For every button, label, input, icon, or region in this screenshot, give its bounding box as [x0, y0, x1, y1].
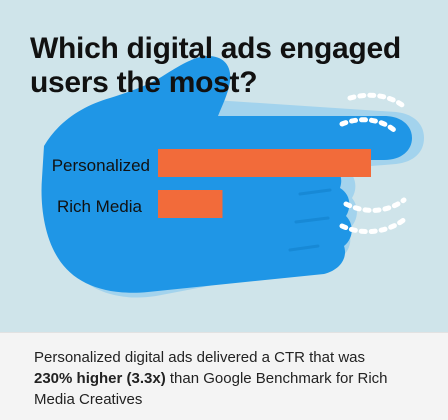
motion-line — [339, 117, 397, 133]
bar-personalized — [158, 149, 371, 177]
motion-line — [339, 215, 409, 234]
motion-lines-icon — [339, 92, 409, 234]
caption-outro: than Google Benchmark for Rich Media Cre… — [34, 370, 388, 408]
knuckle-line — [288, 244, 320, 252]
knuckle-line — [298, 188, 332, 196]
bar-chart: Personalized Rich Media — [52, 149, 371, 218]
caption-highlight: 230% higher (3.3x) — [34, 370, 166, 387]
category-label-rich-media: Rich Media — [57, 197, 143, 216]
motion-line — [343, 197, 407, 213]
illustration-panel: Personalized Rich Media Which digital ad… — [0, 0, 448, 332]
caption-text: Personalized digital ads delivered a CTR… — [34, 347, 424, 410]
caption-intro: Personalized digital ads delivered a CTR… — [34, 349, 366, 366]
footer-caption: Personalized digital ads delivered a CTR… — [0, 332, 448, 420]
motion-line — [347, 92, 409, 111]
chart-title: Which digital ads engaged users the most… — [30, 32, 401, 99]
knuckle-line — [294, 216, 330, 224]
category-label-personalized: Personalized — [52, 156, 150, 175]
bar-rich-media — [158, 190, 223, 218]
